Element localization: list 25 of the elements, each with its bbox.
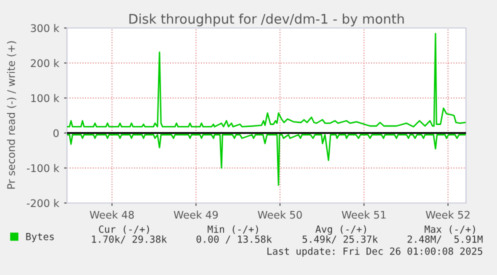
y-axis-title: Pr second read (-) / write (+) [6,41,16,189]
line-series [67,134,466,186]
y-tick-label: -200 k [26,199,60,208]
y-tick-label: 100 k [31,94,60,102]
text: Last update: Fri Dec 26 01:00:08 2025 [267,247,482,257]
text: 0.00 / 13.58k [196,235,272,244]
y-tick-label: 200 k [30,59,60,68]
text: Max (-/+) [424,225,475,234]
x-tick-label: Week 49 [174,210,218,219]
line-series [67,32,466,128]
x-tick-label: Week 48 [90,210,134,219]
x-tick-label: Week 50 [258,210,302,219]
x-tick-label: Week 51 [342,210,386,219]
text: Cur (-/+) [98,225,149,234]
text: 5.49k/ 25.37k [302,235,378,244]
legend-label: Bytes [26,233,54,242]
x-tick-label: Week 52 [426,210,470,219]
text: 1.70k/ 29.38k [92,235,167,244]
y-tick-label: 0 [53,129,59,138]
text: 2.48M/ 5.91M [408,235,483,244]
y-tick-label: 300 k [30,24,60,32]
text: Min (-/+) [208,225,258,234]
chart-title: Disk throughput for /dev/dm-1 - by month [129,14,404,26]
y-tick-label: -100 k [26,164,60,172]
text: Avg (-/+) [316,225,366,235]
